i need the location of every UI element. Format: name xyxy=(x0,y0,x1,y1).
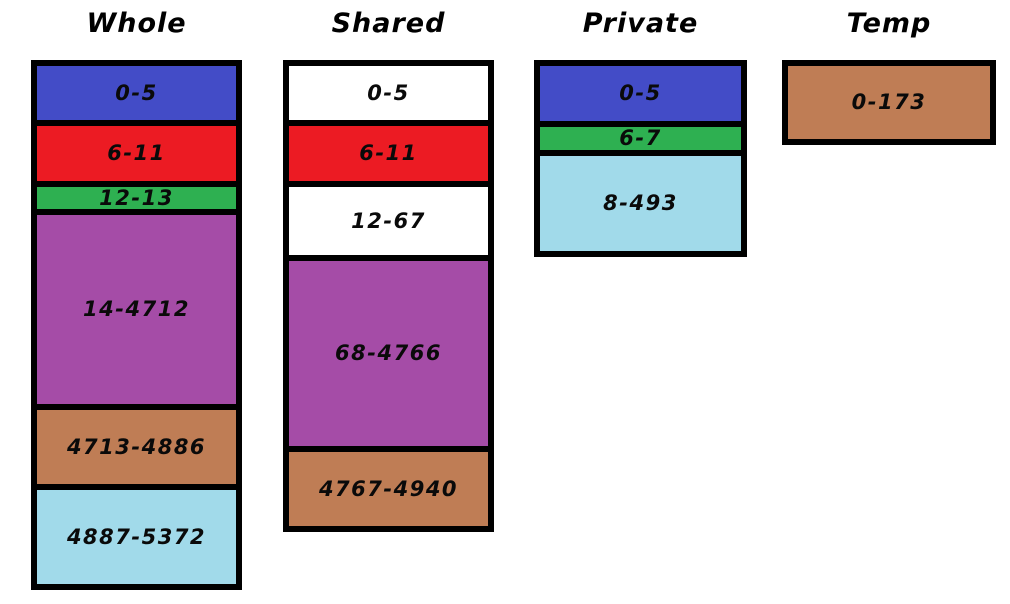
block-label-temp-0-173: 0-173 xyxy=(851,90,927,114)
block-whole-4713-4886: 4713-4886 xyxy=(37,410,236,490)
block-label-shared-68-4766: 68-4766 xyxy=(335,341,442,365)
block-label-shared-4767-4940: 4767-4940 xyxy=(318,476,459,501)
block-whole-0-5: 0-5 xyxy=(37,66,236,126)
block-label-private-6-7: 6-7 xyxy=(619,126,662,150)
block-shared-6-11: 6-11 xyxy=(289,126,488,187)
block-label-whole-4713-4886: 4713-4886 xyxy=(66,434,207,459)
block-label-whole-4887-5372: 4887-5372 xyxy=(66,524,207,549)
block-label-whole-6-11: 6-11 xyxy=(107,141,166,165)
block-label-whole-0-5: 0-5 xyxy=(115,80,158,105)
column-title-shared: Shared xyxy=(331,8,446,39)
block-shared-68-4766: 68-4766 xyxy=(289,261,488,452)
column-temp: 0-173 xyxy=(782,60,996,145)
block-shared-4767-4940: 4767-4940 xyxy=(289,452,488,526)
block-private-8-493: 8-493 xyxy=(540,156,741,251)
block-label-private-0-5: 0-5 xyxy=(619,81,662,105)
block-shared-12-67: 12-67 xyxy=(289,187,488,261)
block-whole-6-11: 6-11 xyxy=(37,126,236,187)
block-label-shared-12-67: 12-67 xyxy=(351,208,426,233)
block-label-private-8-493: 8-493 xyxy=(603,191,678,215)
block-label-shared-6-11: 6-11 xyxy=(359,141,418,165)
block-whole-12-13: 12-13 xyxy=(37,187,236,215)
block-shared-0-5: 0-5 xyxy=(289,66,488,126)
column-title-temp: Temp xyxy=(846,8,932,39)
column-private: 0-5 6-7 8-493 xyxy=(534,60,747,257)
block-temp-0-173: 0-173 xyxy=(788,66,990,139)
column-whole: 0-5 6-11 12-13 14-4712 4713-4886 4887-5372 xyxy=(31,60,242,590)
block-whole-14-4712: 14-4712 xyxy=(37,215,236,410)
column-title-private: Private xyxy=(582,8,699,39)
block-private-0-5: 0-5 xyxy=(540,66,741,127)
block-label-whole-14-4712: 14-4712 xyxy=(83,297,190,321)
column-shared: 0-5 6-11 12-67 68-4766 4767-4940 xyxy=(283,60,494,532)
block-private-6-7: 6-7 xyxy=(540,127,741,156)
block-whole-4887-5372: 4887-5372 xyxy=(37,490,236,584)
column-title-whole: Whole xyxy=(86,8,187,39)
block-label-whole-12-13: 12-13 xyxy=(99,185,174,210)
block-label-shared-0-5: 0-5 xyxy=(367,80,410,105)
